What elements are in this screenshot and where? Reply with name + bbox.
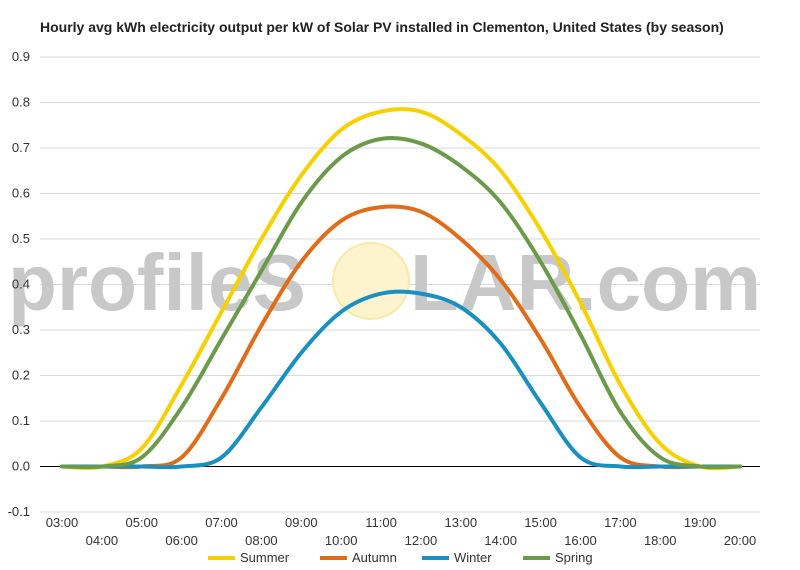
y-tick-label: 0.2 [12,368,30,383]
x-tick-label: 11:00 [365,515,397,530]
x-tick-label: 18:00 [644,533,677,548]
x-tick-label: 16:00 [564,533,597,548]
series-line-autumn [60,204,742,470]
y-tick-label: 0.5 [12,231,30,246]
legend-label-winter: Winter [454,550,492,565]
legend-label-summer: Summer [240,550,290,565]
y-tick-label: 0.6 [12,186,30,201]
y-tick-label: 0.0 [12,459,30,474]
legend-label-autumn: Autumn [352,550,397,565]
y-tick-label: 0.1 [12,413,30,428]
y-tick-label: 0.7 [12,140,30,155]
y-tick-label: 0.4 [12,277,30,292]
x-tick-label: 15:00 [524,515,557,530]
watermark: profileS LAR.com [8,238,761,327]
x-tick-label: 09:00 [285,515,318,530]
watermark-sun-icon [332,242,410,320]
x-tick-label: 08:00 [245,533,278,548]
x-axis: 03:00 04:00 05:00 06:00 07:00 08:00 09:00 10:00… [46,515,757,548]
legend: Summer Autumn Winter Spring [208,550,593,565]
x-tick-label: 20:00 [724,533,757,548]
y-tick-label: 0.3 [12,322,30,337]
x-tick-label: 04:00 [86,533,119,548]
y-tick-label: -0.1 [8,504,30,519]
x-tick-label: 06:00 [165,533,198,548]
x-tick-label: 07:00 [205,515,238,530]
x-tick-label: 05:00 [125,515,158,530]
series-line-spring [60,136,742,470]
x-tick-label: 12:00 [405,533,438,548]
y-tick-label: 0.8 [12,95,30,110]
x-tick-label: 14:00 [484,533,517,548]
x-tick-label: 03:00 [46,515,79,530]
legend-label-spring: Spring [555,550,593,565]
watermark-left-text: profileS [8,238,306,327]
series-line-winter [60,289,742,470]
y-axis: -0.1 0.0 0.1 0.2 0.3 0.4 0.5 0.6 0.7 0.8 0.9 [8,49,760,519]
series-lines [60,107,742,471]
x-tick-label: 19:00 [684,515,717,530]
x-tick-label: 13:00 [445,515,478,530]
y-tick-label: 0.9 [12,49,30,64]
x-tick-label: 10:00 [325,533,358,548]
series-line-summer [60,107,742,471]
chart-title: Hourly avg kWh electricity output per kW… [40,19,724,35]
x-tick-label: 17:00 [604,515,637,530]
